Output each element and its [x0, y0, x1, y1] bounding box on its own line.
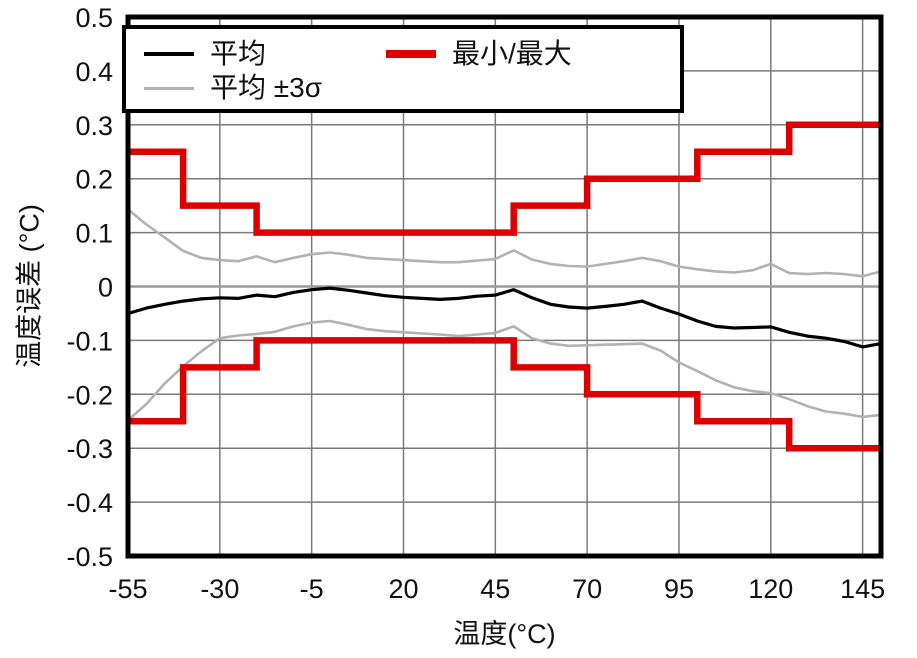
mean-line-swatch — [144, 52, 194, 56]
legend-entry-mean: 平均 — [144, 39, 266, 69]
x-tick-label: 95 — [664, 574, 694, 604]
legend: 平均 平均 ±3σ 最小/最大 — [122, 25, 684, 113]
y-tick-label: 0.4 — [75, 57, 113, 87]
y-tick-label: -0.2 — [66, 380, 113, 410]
x-tick-label: 45 — [480, 574, 510, 604]
x-tick-label: -5 — [300, 574, 324, 604]
y-tick-label: 0.2 — [75, 165, 113, 195]
x-tick-label: 145 — [840, 574, 885, 604]
y-tick-label: 0.3 — [75, 111, 113, 141]
y-tick-label: -0.5 — [66, 542, 113, 572]
series-sigma-upper — [127, 208, 882, 278]
legend-entry-sigma: 平均 ±3σ — [144, 73, 322, 103]
x-tick-label: -55 — [108, 574, 147, 604]
y-tick-label: -0.1 — [66, 326, 113, 356]
x-tick-label: 120 — [748, 574, 793, 604]
y-tick-label: 0.1 — [75, 219, 113, 249]
y-tick-label: 0.5 — [75, 3, 113, 33]
legend-entry-minmax: 最小/最大 — [386, 39, 572, 69]
series-sigma-lower — [127, 319, 882, 422]
series-mean — [127, 286, 882, 349]
legend-label-mean: 平均 — [210, 38, 267, 69]
sigma-line-swatch — [144, 86, 194, 90]
legend-label-sigma: 平均 ±3σ — [210, 72, 323, 103]
x-tick-label: 20 — [388, 574, 418, 604]
series-min — [128, 337, 881, 452]
x-axis-title: 温度(°C) — [453, 619, 556, 649]
x-tick-label: -30 — [200, 574, 239, 604]
legend-label-minmax: 最小/最大 — [452, 38, 572, 69]
y-tick-label: 0 — [98, 273, 113, 303]
y-tick-label: -0.4 — [66, 488, 113, 518]
x-tick-label: 70 — [572, 574, 602, 604]
series-max — [128, 121, 881, 236]
minmax-line-swatch — [386, 50, 436, 58]
y-tick-label: -0.3 — [66, 434, 113, 464]
y-axis-title: 温度误差 (°C) — [14, 204, 45, 368]
plot-border — [125, 14, 884, 559]
